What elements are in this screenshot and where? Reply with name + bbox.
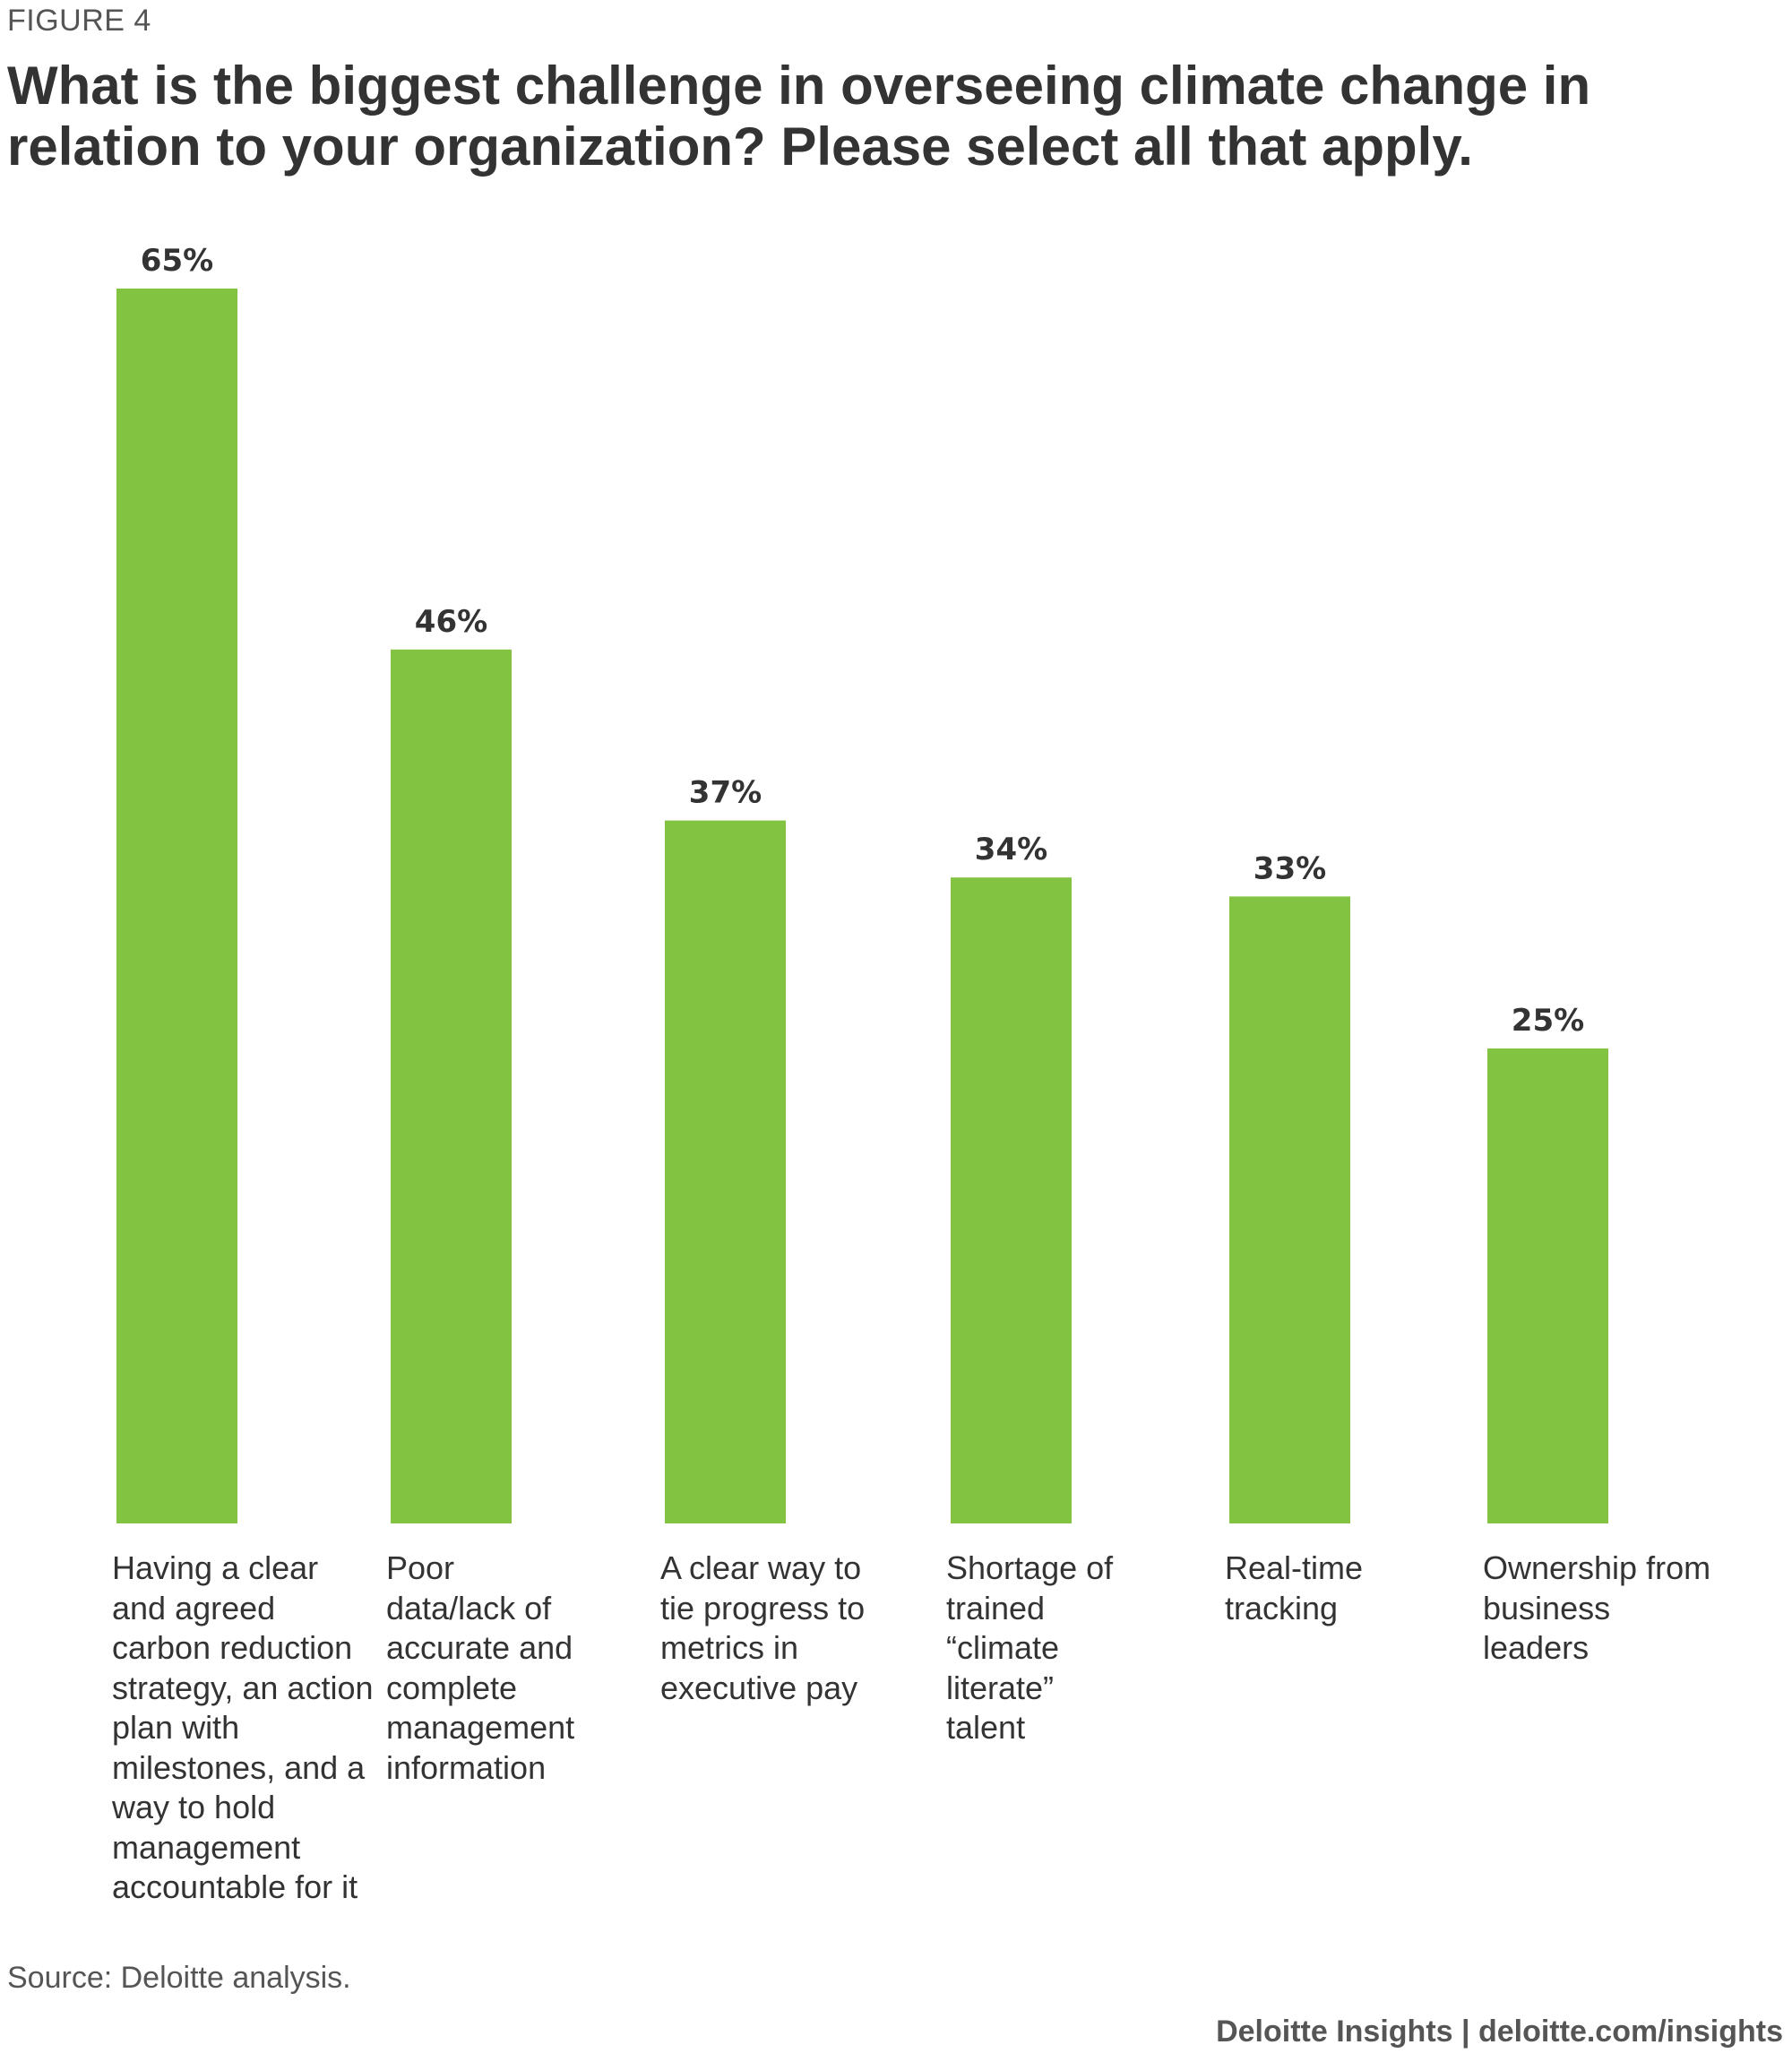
category-label-2: Poor data/lack of accurate and complete … xyxy=(386,1549,575,1786)
category-label-5: Real-time tracking xyxy=(1225,1549,1364,1626)
category-label-1: Having a clear and agreed carbon reducti… xyxy=(112,1549,374,1905)
footer-credit: Deloitte Insights | deloitte.com/insight… xyxy=(1216,2015,1783,2049)
chart-title: What is the biggest challenge in oversee… xyxy=(7,56,1591,177)
value-label-4: 34% xyxy=(975,832,1047,867)
bar-1 xyxy=(116,289,237,1523)
value-label-2: 46% xyxy=(415,604,487,640)
value-label-1: 65% xyxy=(141,243,213,279)
bar-5 xyxy=(1229,896,1350,1523)
bar-2 xyxy=(391,649,512,1523)
bar-3 xyxy=(665,820,786,1523)
figure-label: FIGURE 4 xyxy=(7,4,151,38)
category-label-4: Shortage of trained “climate literate” t… xyxy=(946,1549,1114,1746)
category-label-6: Ownership from business leaders xyxy=(1483,1549,1711,1666)
value-label-3: 37% xyxy=(689,775,762,811)
category-label-3: A clear way to tie progress to metrics i… xyxy=(660,1549,866,1706)
bar-4 xyxy=(951,877,1072,1523)
value-label-5: 33% xyxy=(1254,850,1326,886)
bar-6 xyxy=(1487,1048,1608,1523)
value-label-6: 25% xyxy=(1512,1003,1584,1039)
source-note: Source: Deloitte analysis. xyxy=(7,1961,351,1995)
